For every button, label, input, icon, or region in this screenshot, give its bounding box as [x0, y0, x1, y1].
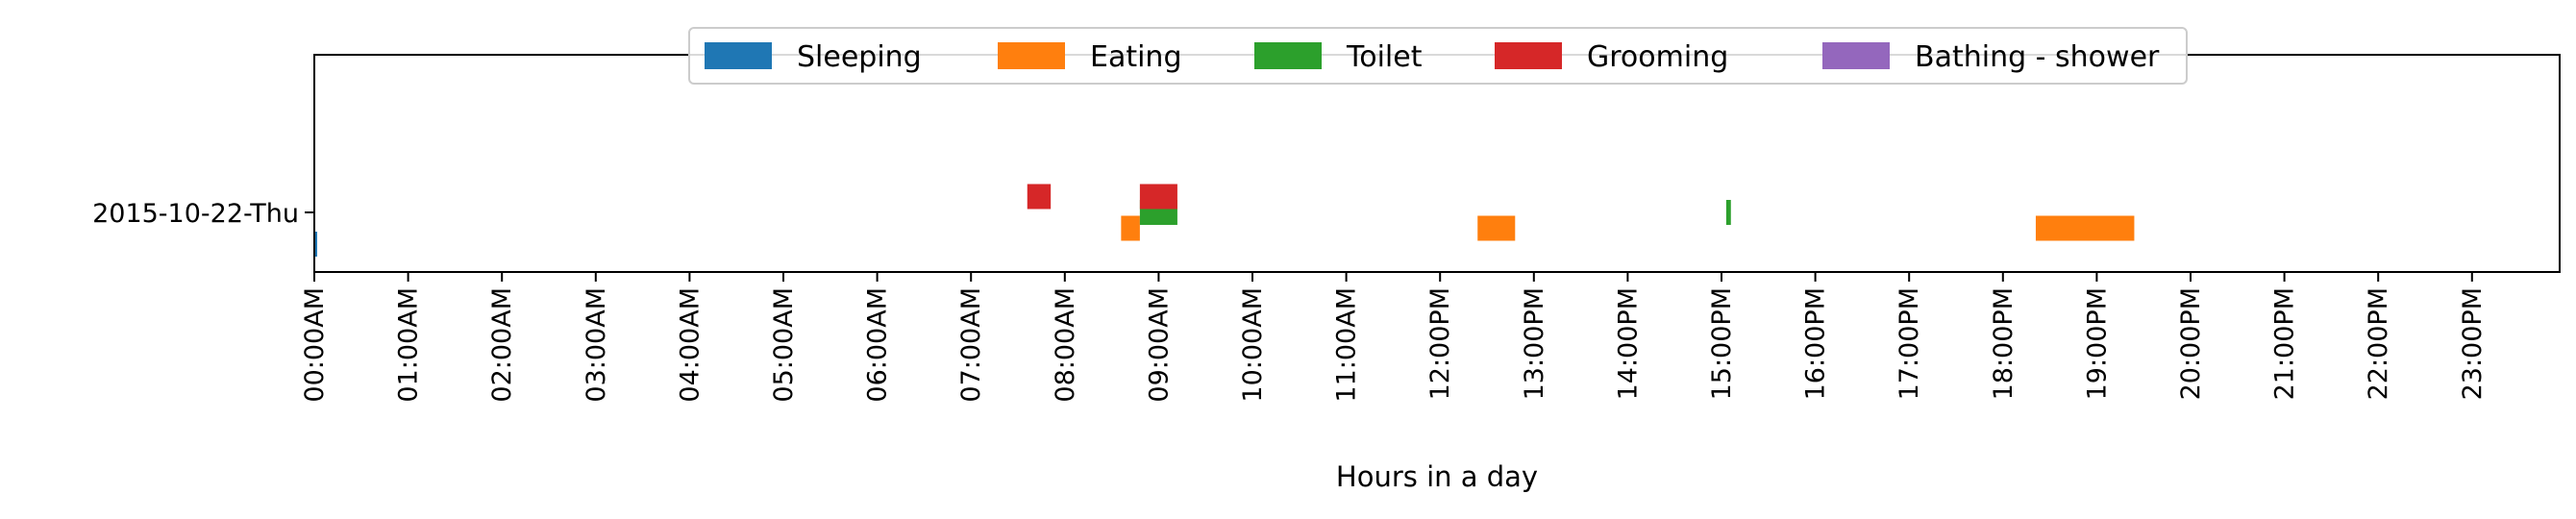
x-axis: 00:00AM 01:00AM 02:00AM 03:00AM 04:00AM 05:00…	[300, 272, 2488, 403]
x-tick-label: 16:00PM	[1801, 287, 1831, 400]
legend-label: Eating	[1090, 40, 1182, 74]
x-tick-label: 04:00AM	[675, 287, 705, 403]
x-axis-label: Hours in a day	[1336, 460, 1538, 493]
y-axis: 2015-10-22-Thu	[92, 199, 314, 229]
legend-label: Grooming	[1587, 40, 1728, 74]
x-tick-label: 17:00PM	[1895, 287, 1924, 400]
x-tick-label: 13:00PM	[1520, 287, 1549, 400]
legend-label: Toilet	[1346, 40, 1423, 74]
activity-bars	[314, 184, 2135, 257]
legend: Sleeping Eating Toilet Grooming Bathing - sh…	[688, 27, 2188, 85]
bar-grooming-1	[1139, 184, 1177, 210]
x-tick-label: 01:00AM	[394, 287, 424, 403]
legend-entry: Toilet	[1254, 40, 1423, 74]
x-tick-label: 15:00PM	[1707, 287, 1737, 400]
legend-swatch	[1495, 42, 1562, 69]
legend-swatch	[705, 42, 772, 69]
legend-entry: Bathing - shower	[1822, 40, 2160, 74]
x-tick-label: 03:00AM	[582, 287, 611, 403]
x-tick-label: 23:00PM	[2458, 287, 2488, 400]
x-tick-label: 00:00AM	[300, 287, 330, 403]
bar-sleeping-0	[314, 232, 317, 257]
x-tick-label: 02:00AM	[487, 287, 517, 403]
bar-eating-2	[2035, 215, 2135, 241]
legend-label: Sleeping	[797, 40, 922, 74]
bar-grooming-0	[1027, 184, 1052, 210]
x-tick-label: 06:00AM	[863, 287, 893, 403]
x-tick-label: 19:00PM	[2082, 287, 2112, 400]
x-tick-label: 22:00PM	[2364, 287, 2393, 400]
bar-toilet-1	[1725, 200, 1731, 225]
bar-eating-1	[1477, 215, 1516, 241]
x-tick-label: 12:00PM	[1425, 287, 1455, 400]
x-tick-label: 14:00PM	[1613, 287, 1643, 400]
legend-entry: Sleeping	[705, 40, 922, 74]
legend-swatch	[998, 42, 1065, 69]
legend-swatch	[1254, 42, 1322, 69]
x-tick-label: 05:00AM	[769, 287, 799, 403]
x-tick-label: 11:00AM	[1332, 287, 1362, 403]
x-tick-label: 08:00AM	[1051, 287, 1080, 403]
x-tick-label: 21:00PM	[2270, 287, 2300, 400]
x-tick-label: 07:00AM	[956, 287, 986, 403]
x-tick-label: 18:00PM	[1989, 287, 2019, 400]
x-tick-label: 20:00PM	[2176, 287, 2206, 400]
bar-eating-0	[1121, 215, 1140, 241]
legend-swatch	[1822, 42, 1890, 69]
legend-entry: Grooming	[1495, 40, 1728, 74]
y-tick-label: 2015-10-22-Thu	[92, 199, 299, 229]
x-tick-label: 09:00AM	[1144, 287, 1174, 403]
x-tick-label: 10:00AM	[1238, 287, 1268, 403]
legend-label: Bathing - shower	[1915, 40, 2160, 74]
legend-entry: Eating	[998, 40, 1182, 74]
legend-box	[688, 27, 2188, 85]
